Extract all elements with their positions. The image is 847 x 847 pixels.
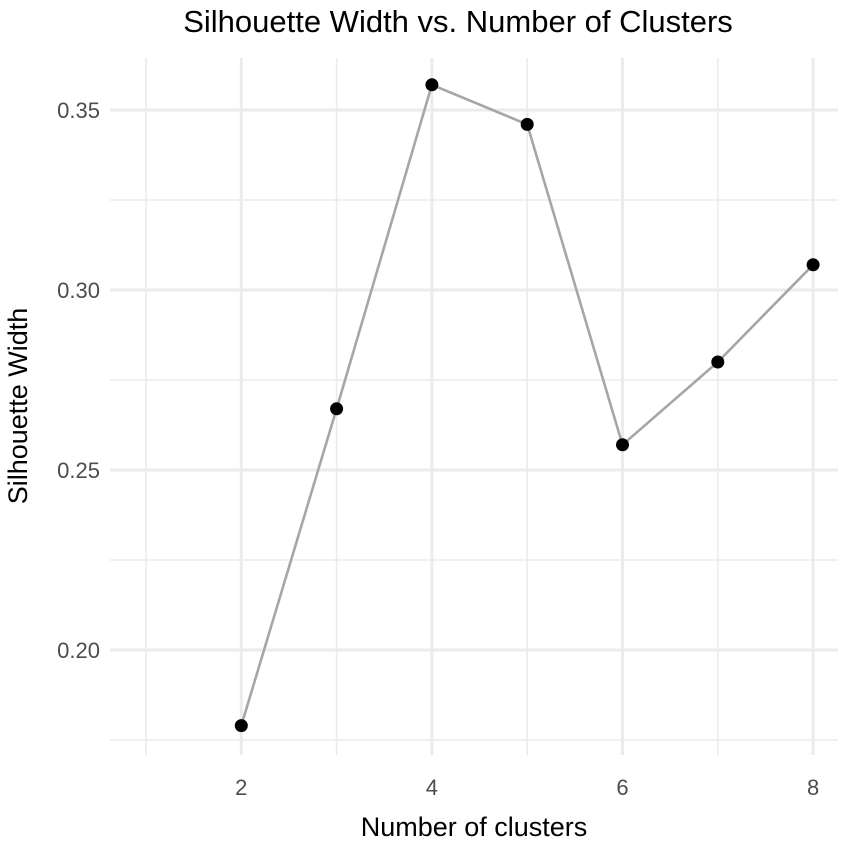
y-axis-title: Silhouette Width	[3, 308, 33, 505]
y-tick-label: 0.30	[57, 278, 100, 303]
x-tick-label: 8	[807, 775, 819, 800]
grid	[110, 58, 838, 755]
chart-title: Silhouette Width vs. Number of Clusters	[183, 4, 733, 39]
data-point	[330, 402, 344, 416]
y-tick-label: 0.25	[57, 458, 100, 483]
x-tick-label: 4	[426, 775, 438, 800]
x-tick-label: 6	[616, 775, 628, 800]
data-point	[711, 355, 725, 369]
data-points	[234, 78, 820, 733]
data-point	[425, 78, 439, 92]
data-point	[234, 719, 248, 733]
x-tick-label: 2	[235, 775, 247, 800]
tick-labels: 2 4 6 8 0.20 0.25 0.30 0.35	[57, 98, 819, 800]
y-tick-label: 0.35	[57, 98, 100, 123]
x-axis-title: Number of clusters	[361, 812, 588, 842]
data-point	[616, 438, 629, 452]
data-point	[520, 117, 534, 131]
data-point	[806, 258, 820, 272]
y-tick-label: 0.20	[57, 638, 100, 663]
